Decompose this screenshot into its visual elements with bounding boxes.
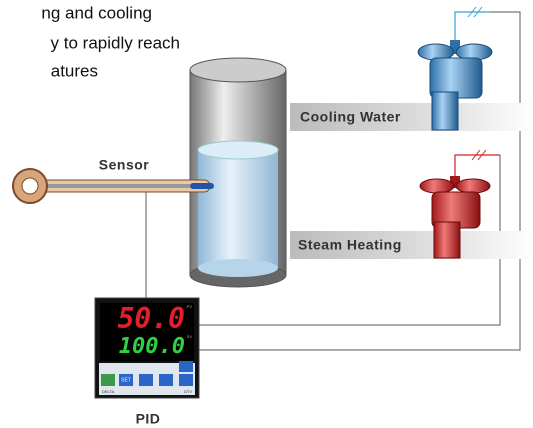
steam-signal — [454, 154, 500, 178]
brand: DELTA — [102, 389, 115, 394]
pv-display: 50.0 — [118, 302, 185, 335]
sv-tag: SV — [187, 334, 193, 339]
cooling-faucet — [417, 40, 493, 131]
button[interactable] — [179, 361, 193, 372]
intro-line: atures — [51, 61, 98, 80]
cooling-signal — [454, 11, 490, 40]
set-label: SET — [121, 377, 131, 383]
button[interactable] — [159, 374, 173, 386]
break-mark — [471, 149, 487, 161]
controller: 50.0 100.0 PV SV SET DELTA DTV — [94, 297, 200, 399]
intro-line: ng and cooling — [41, 3, 152, 22]
steam-faucet — [419, 176, 491, 259]
steam-label: Steam Heating — [298, 237, 402, 253]
sensor-label: Sensor — [99, 157, 150, 173]
wiring — [145, 11, 521, 351]
intro-text: ng and cooling y to rapidly reach atures — [41, 3, 180, 80]
steam-bar — [290, 231, 533, 259]
pid-label: PID — [136, 411, 161, 427]
button[interactable] — [101, 374, 115, 386]
break-mark — [467, 6, 483, 18]
pv-tag: PV — [187, 304, 193, 309]
cooling-label: Cooling Water — [300, 109, 401, 125]
model: DTV — [184, 389, 192, 394]
sensor — [12, 168, 214, 204]
cooling-bar — [290, 103, 533, 131]
button[interactable] — [179, 374, 193, 386]
button[interactable] — [139, 374, 153, 386]
button[interactable] — [119, 374, 133, 386]
tank — [189, 57, 287, 288]
sv-display: 100.0 — [119, 334, 185, 359]
intro-line: y to rapidly reach — [51, 33, 180, 52]
